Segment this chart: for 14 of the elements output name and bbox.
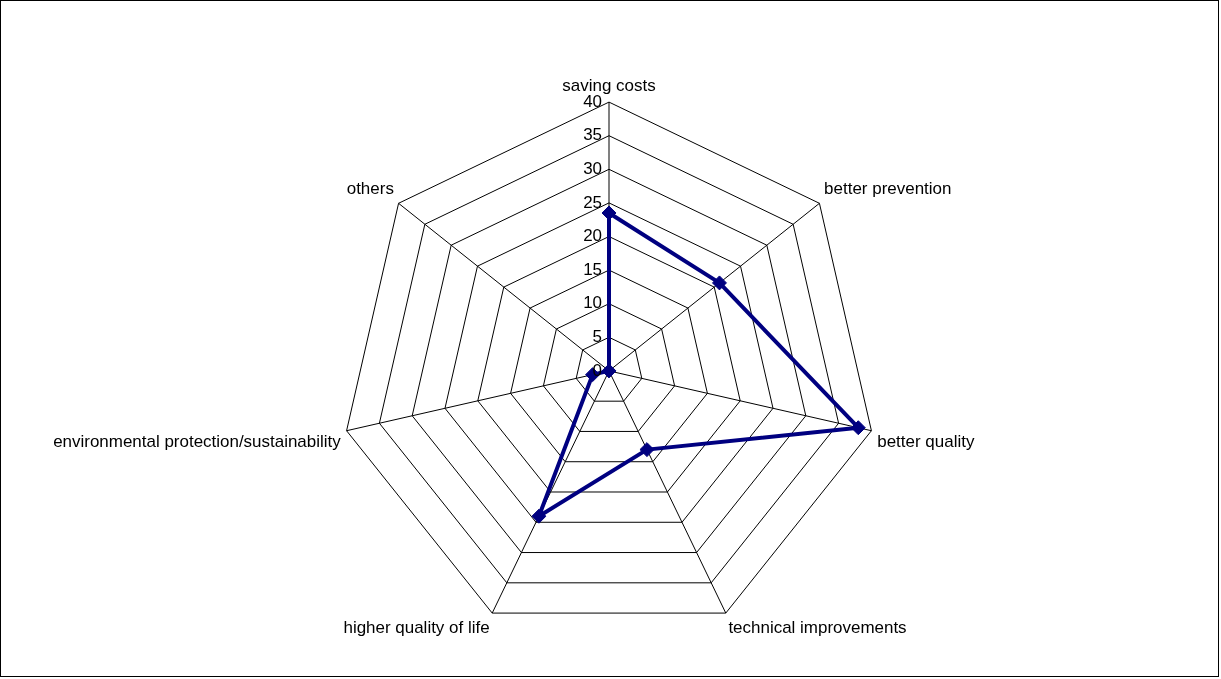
y-tick-label: 20 (583, 226, 603, 246)
spoke-label: environmental protection/sustainability (53, 431, 342, 451)
spoke-label: technical improvements (728, 618, 907, 638)
spoke-label: others (346, 179, 394, 199)
y-tick-label: 5 (592, 326, 603, 346)
y-tick-label: 35 (583, 125, 603, 145)
spoke-label: better quality (877, 431, 975, 451)
y-tick-label: 15 (583, 259, 603, 279)
y-tick-label: 10 (583, 293, 603, 313)
y-tick-label: 0 (592, 360, 603, 380)
y-tick-label: 30 (583, 158, 603, 178)
spoke-label: higher quality of life (343, 618, 490, 638)
spoke-label: better prevention (824, 179, 952, 199)
y-tick-label: 25 (583, 192, 603, 212)
